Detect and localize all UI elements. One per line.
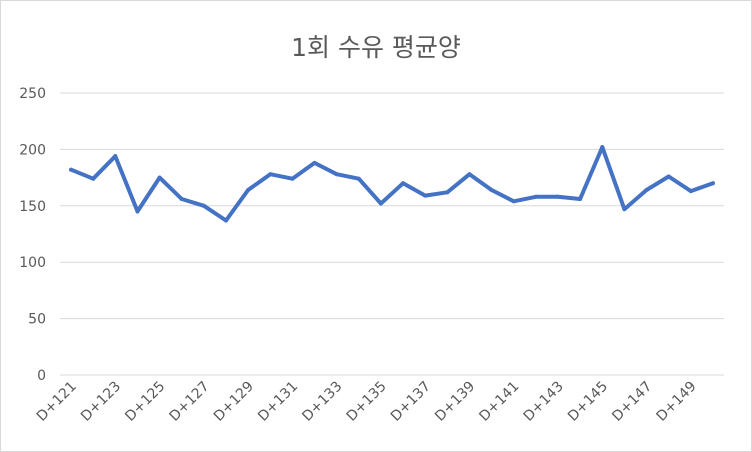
- data-point: [179, 197, 184, 202]
- data-point: [445, 190, 450, 195]
- data-point: [224, 218, 228, 223]
- data-point: [157, 175, 162, 180]
- data-point: [556, 194, 560, 199]
- data-point: [622, 207, 627, 212]
- data-point: [356, 176, 361, 181]
- y-tick-label: 50: [28, 312, 46, 328]
- x-tick-label: D+145: [565, 379, 611, 425]
- y-tick-label: 0: [37, 368, 46, 384]
- x-tick-label: D+135: [344, 379, 390, 425]
- x-tick-label: D+141: [476, 379, 522, 425]
- x-tick-label: D+137: [388, 379, 434, 425]
- x-tick-label: D+127: [167, 379, 213, 425]
- x-tick-label: D+125: [122, 379, 168, 425]
- data-point: [378, 201, 383, 206]
- data-point: [511, 199, 516, 204]
- data-point: [201, 203, 206, 208]
- data-point: [467, 172, 472, 177]
- data-point: [688, 189, 693, 194]
- x-tick-label: D+131: [255, 379, 301, 425]
- data-point: [113, 154, 118, 159]
- series-line: [69, 145, 715, 223]
- series-group: [69, 145, 715, 223]
- data-point: [135, 209, 140, 214]
- x-tick-label: D+129: [211, 379, 257, 425]
- data-point: [644, 188, 649, 193]
- data-point: [290, 176, 295, 181]
- chart-title: 1회 수유 평균양: [291, 33, 461, 62]
- x-tick-label: D+133: [299, 379, 345, 425]
- data-point: [666, 174, 671, 179]
- y-tick-label: 100: [19, 255, 46, 271]
- data-point: [401, 181, 406, 186]
- data-point: [533, 194, 538, 199]
- y-tick-label: 200: [19, 142, 46, 158]
- y-tick-label: 150: [19, 199, 46, 215]
- x-tick-label: D+147: [609, 379, 655, 425]
- x-axis-ticks: D+121D+123D+125D+127D+129D+131D+133D+135…: [34, 379, 700, 425]
- data-point: [423, 193, 428, 198]
- x-tick-label: D+139: [432, 379, 478, 425]
- y-tick-label: 250: [19, 86, 46, 102]
- data-point: [268, 172, 273, 177]
- data-point: [246, 188, 251, 193]
- x-tick-label: D+143: [521, 379, 567, 425]
- x-tick-label: D+121: [34, 379, 80, 425]
- data-point: [91, 176, 96, 181]
- data-point: [69, 167, 74, 172]
- data-point: [489, 188, 494, 193]
- gridlines: [60, 92, 724, 376]
- data-point: [600, 145, 605, 150]
- data-point: [334, 172, 339, 177]
- x-tick-label: D+149: [654, 379, 700, 425]
- x-tick-label: D+123: [78, 379, 124, 425]
- y-axis-ticks: 0 50 100 150 200 250: [19, 86, 46, 384]
- data-point: [710, 181, 715, 186]
- data-point: [312, 160, 317, 165]
- data-point: [578, 197, 583, 202]
